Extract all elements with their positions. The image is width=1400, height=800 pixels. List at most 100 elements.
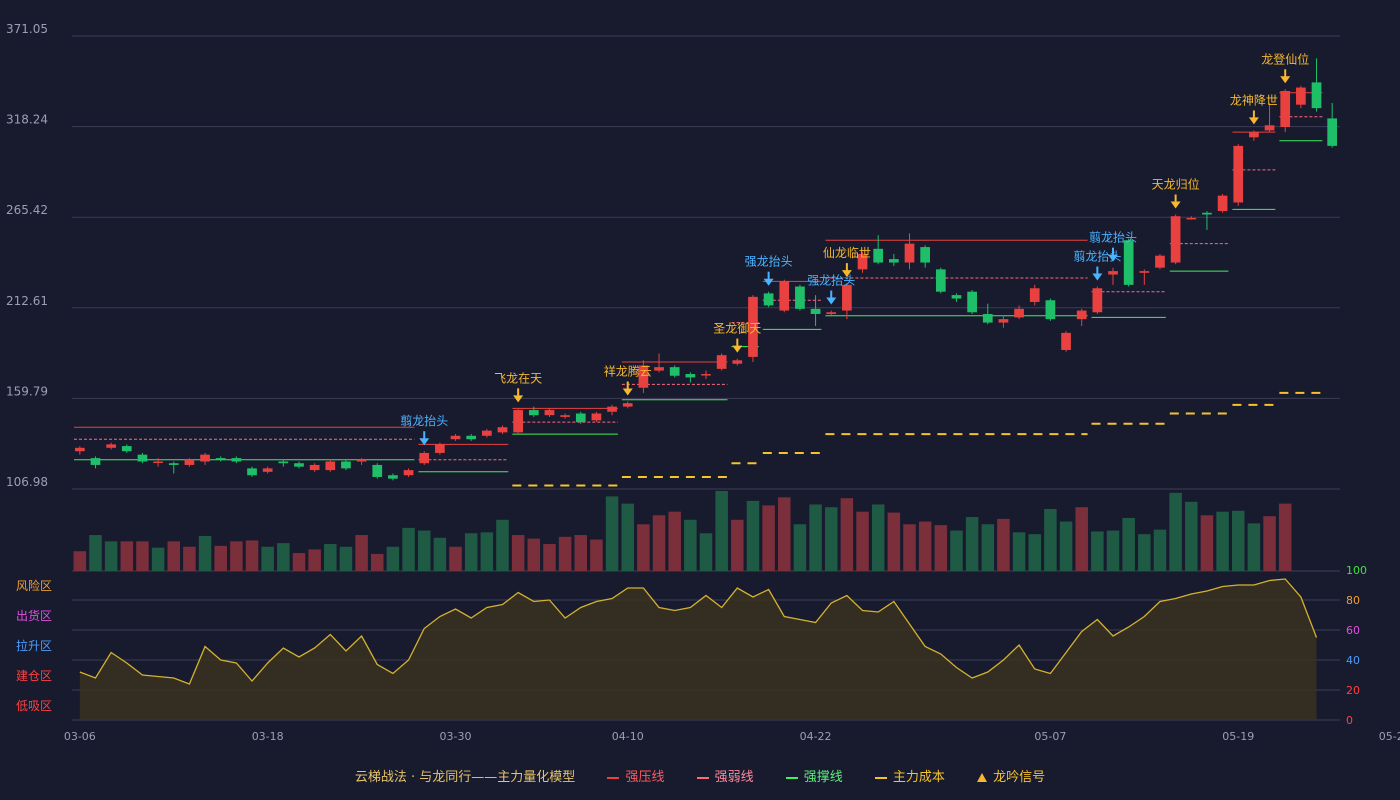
x-tick-label: 05-19	[1222, 730, 1254, 743]
candle-body	[748, 296, 758, 357]
volume-bar	[793, 524, 807, 571]
signal-arrow-icon	[1170, 201, 1181, 209]
volume-bar	[1231, 510, 1245, 571]
volume-bar	[746, 500, 760, 571]
candle-body	[544, 410, 555, 416]
weak-resist-swatch	[696, 776, 709, 779]
candle-body	[153, 461, 163, 464]
candle-body	[763, 293, 774, 306]
candle-body	[1045, 300, 1056, 320]
candle-body	[638, 365, 649, 388]
volume-bar	[934, 525, 948, 571]
candle-body	[1108, 271, 1118, 275]
candle-body	[309, 464, 320, 471]
volume-bar	[136, 541, 149, 571]
candle-body	[231, 458, 242, 462]
signal-arrow-icon	[763, 278, 774, 286]
candle-body	[388, 475, 398, 479]
signal-label: 祥龙腾云	[604, 363, 652, 378]
volume-bar	[965, 517, 979, 571]
indicator-tick-label: 100	[1346, 564, 1367, 577]
candle-body	[669, 367, 680, 376]
candle-body	[873, 248, 884, 263]
candle-body	[1061, 332, 1071, 351]
volume-bar	[684, 519, 697, 571]
candle-body	[403, 470, 414, 476]
candle-body	[716, 355, 727, 369]
signal-arrow-icon	[1092, 273, 1103, 281]
indicator-tick-label: 0	[1346, 714, 1353, 727]
candle-body	[654, 367, 664, 371]
candle-body	[685, 374, 696, 378]
signal-label: 圣龙御天	[713, 321, 761, 336]
volume-bar	[292, 553, 306, 571]
signal-label: 强龙抬头	[745, 255, 793, 269]
signal-arrow-icon	[1248, 117, 1259, 125]
legend-item-support[interactable]: 强撑线	[785, 766, 843, 785]
volume-bar	[637, 524, 650, 571]
volume-bar	[370, 553, 384, 571]
candle-body	[528, 410, 539, 416]
volume-bar	[558, 536, 572, 571]
candle-body	[341, 461, 351, 469]
volume-bar	[699, 533, 713, 571]
candle-body	[200, 454, 210, 462]
x-axis-labels: 03-06 03-18 03-30 04-10 04-22 05-07 05-19 05-29…	[64, 730, 1400, 743]
candle-body	[951, 295, 962, 299]
candle-body	[435, 444, 445, 453]
x-tick-label: 05-07	[1034, 730, 1066, 743]
candle-body	[795, 286, 805, 309]
candle-body	[1311, 82, 1322, 109]
volume-bar	[1059, 521, 1073, 571]
x-tick-label: 04-22	[800, 730, 832, 743]
candle-body	[732, 360, 743, 364]
volume-bar	[230, 541, 243, 571]
volume-bar	[261, 546, 274, 571]
candle-body	[888, 259, 899, 263]
candle-body	[1170, 216, 1181, 263]
candle-body	[575, 413, 586, 423]
volume-bar	[1247, 523, 1261, 571]
candle-body	[842, 284, 852, 311]
volume-bar	[809, 504, 822, 571]
candle-body	[325, 461, 336, 471]
volume-bar	[167, 541, 181, 571]
candle-body	[810, 308, 821, 314]
candle-body	[982, 313, 993, 323]
legend-item-signal[interactable]: 龙吟信号	[977, 766, 1045, 785]
volume-bar	[1075, 507, 1088, 571]
legend-label-signal: 龙吟信号	[993, 770, 1046, 785]
volume-bar	[511, 535, 525, 571]
candle-body	[1217, 195, 1228, 212]
candle-body	[920, 247, 931, 263]
candle-body	[466, 435, 477, 440]
indicator-area	[79, 579, 1317, 720]
legend-item-strong-resist[interactable]: 强压线	[607, 766, 664, 785]
volume-bar	[183, 546, 196, 571]
candle-body	[591, 413, 602, 421]
signal-label: 龙登仙位	[1261, 51, 1309, 66]
volume-bar	[1044, 508, 1057, 571]
signal-triangle-icon	[977, 773, 988, 782]
signal-arrow-icon	[1108, 254, 1119, 262]
volume-bar	[997, 518, 1010, 571]
candle-body	[1092, 288, 1103, 313]
candle-body	[513, 410, 524, 433]
volume-bar	[918, 521, 932, 571]
signal-label: 翦龙抬头	[1073, 249, 1121, 264]
legend-item-cost[interactable]: 主力成本	[874, 766, 945, 785]
y-tick-label: 265.42	[6, 203, 48, 217]
legend-label-weak-resist: 强弱线	[714, 770, 754, 785]
candle-body	[247, 468, 257, 476]
volume-bar	[1122, 517, 1135, 571]
x-tick-label: 03-18	[252, 730, 284, 743]
candle-body	[1233, 145, 1244, 203]
candle-body	[857, 253, 868, 270]
volume-bar	[120, 541, 134, 571]
candle-body	[1139, 271, 1150, 273]
legend-item-weak-resist[interactable]: 强弱线	[696, 766, 754, 785]
candle-body	[1280, 90, 1291, 128]
volume-bar	[762, 505, 775, 571]
